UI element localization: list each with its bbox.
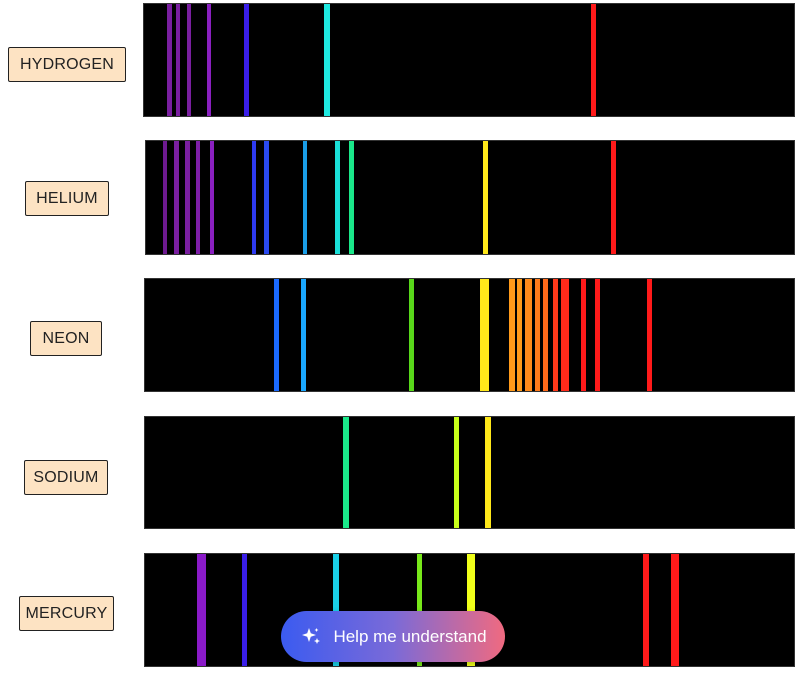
help-button-label: Help me understand (333, 626, 487, 646)
spectral-line (543, 279, 548, 391)
spectral-line (343, 417, 349, 528)
spectral-line (581, 279, 586, 391)
spectral-line (525, 279, 532, 391)
emission-spectrum-strip (145, 140, 795, 255)
spectral-line (264, 141, 269, 254)
spectral-line (643, 554, 649, 666)
element-label: MERCURY (19, 596, 114, 631)
spectral-line (197, 554, 206, 666)
spectral-line (242, 554, 247, 666)
element-label: NEON (30, 321, 102, 356)
spectral-line (187, 4, 191, 116)
spectral-line (335, 141, 340, 254)
spectral-line (176, 4, 180, 116)
spectral-line (185, 141, 190, 254)
spectral-line (333, 554, 339, 666)
spectral-line (595, 279, 600, 391)
emission-spectrum-strip (144, 416, 795, 529)
element-label: HYDROGEN (8, 47, 126, 82)
spectral-line (454, 417, 459, 528)
spectral-line (591, 4, 596, 116)
spectral-line (647, 279, 652, 391)
spectral-line (167, 4, 172, 116)
spectral-line (301, 279, 306, 391)
spectral-line (274, 279, 279, 391)
sparkle-icon (302, 627, 321, 644)
emission-spectrum-strip (143, 3, 795, 117)
spectral-line (163, 141, 167, 254)
spectral-line (174, 141, 179, 254)
spectral-line (349, 141, 354, 254)
spectral-line (244, 4, 249, 116)
spectral-line (210, 141, 214, 254)
spectral-line (252, 141, 256, 254)
element-label: SODIUM (24, 460, 108, 495)
spectral-line (553, 279, 558, 391)
spectral-line (409, 279, 414, 391)
spectral-line (671, 554, 679, 666)
spectral-line (417, 554, 422, 666)
spectral-line (324, 4, 330, 116)
spectral-line (611, 141, 616, 254)
spectral-line (303, 141, 307, 254)
spectral-line (207, 4, 211, 116)
spectral-line (480, 279, 489, 391)
spectral-line (517, 279, 522, 391)
spectral-line (467, 554, 475, 666)
element-label: HELIUM (25, 181, 109, 216)
spectral-line (509, 279, 515, 391)
spectral-line (561, 279, 569, 391)
spectral-line (483, 141, 488, 254)
emission-spectrum-strip (144, 278, 795, 392)
help-me-understand-button[interactable]: Help me understand (281, 611, 505, 662)
spectral-line (485, 417, 491, 528)
spectral-line (535, 279, 540, 391)
spectral-line (196, 141, 200, 254)
